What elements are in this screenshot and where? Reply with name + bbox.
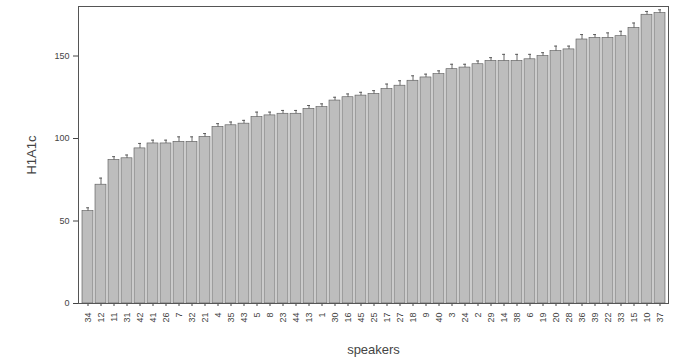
svg-text:7: 7 bbox=[174, 313, 184, 318]
svg-text:speakers: speakers bbox=[347, 342, 400, 357]
svg-text:27: 27 bbox=[395, 313, 405, 323]
svg-text:3: 3 bbox=[447, 313, 457, 318]
svg-text:15: 15 bbox=[629, 313, 639, 323]
svg-text:16: 16 bbox=[343, 313, 353, 323]
svg-text:8: 8 bbox=[265, 313, 275, 318]
svg-text:42: 42 bbox=[135, 313, 145, 323]
svg-text:40: 40 bbox=[434, 313, 444, 323]
svg-text:11: 11 bbox=[109, 313, 119, 322]
svg-text:41: 41 bbox=[148, 313, 158, 323]
svg-text:1: 1 bbox=[317, 313, 327, 318]
svg-text:150: 150 bbox=[54, 51, 69, 61]
svg-text:32: 32 bbox=[187, 313, 197, 323]
svg-text:34: 34 bbox=[83, 313, 93, 323]
svg-text:12: 12 bbox=[96, 313, 106, 323]
svg-text:6: 6 bbox=[525, 313, 535, 318]
svg-text:14: 14 bbox=[499, 313, 509, 323]
svg-text:13: 13 bbox=[304, 313, 314, 323]
svg-text:25: 25 bbox=[369, 313, 379, 323]
svg-text:4: 4 bbox=[213, 313, 223, 318]
svg-text:36: 36 bbox=[577, 313, 587, 323]
svg-text:5: 5 bbox=[252, 313, 262, 318]
svg-text:50: 50 bbox=[59, 216, 69, 226]
svg-text:45: 45 bbox=[356, 313, 366, 323]
svg-text:9: 9 bbox=[421, 313, 431, 318]
svg-text:2: 2 bbox=[473, 313, 483, 318]
svg-text:37: 37 bbox=[655, 313, 665, 323]
svg-text:43: 43 bbox=[239, 313, 249, 323]
svg-text:28: 28 bbox=[564, 313, 574, 323]
svg-text:18: 18 bbox=[408, 313, 418, 323]
svg-text:100: 100 bbox=[54, 133, 69, 143]
svg-text:44: 44 bbox=[291, 313, 301, 323]
svg-text:39: 39 bbox=[590, 313, 600, 323]
svg-text:0: 0 bbox=[64, 298, 69, 308]
svg-text:35: 35 bbox=[226, 313, 236, 323]
svg-text:22: 22 bbox=[603, 313, 613, 323]
svg-text:20: 20 bbox=[551, 313, 561, 323]
svg-text:17: 17 bbox=[382, 313, 392, 323]
svg-text:29: 29 bbox=[486, 313, 496, 323]
svg-text:30: 30 bbox=[330, 313, 340, 323]
svg-text:21: 21 bbox=[200, 313, 210, 323]
svg-text:H1A1c: H1A1c bbox=[24, 135, 39, 175]
svg-text:26: 26 bbox=[161, 313, 171, 323]
svg-text:10: 10 bbox=[642, 313, 652, 323]
svg-text:38: 38 bbox=[512, 313, 522, 323]
svg-text:31: 31 bbox=[122, 313, 132, 323]
svg-text:19: 19 bbox=[538, 313, 548, 323]
svg-text:24: 24 bbox=[460, 313, 470, 323]
svg-text:33: 33 bbox=[616, 313, 626, 323]
svg-text:23: 23 bbox=[278, 313, 288, 323]
